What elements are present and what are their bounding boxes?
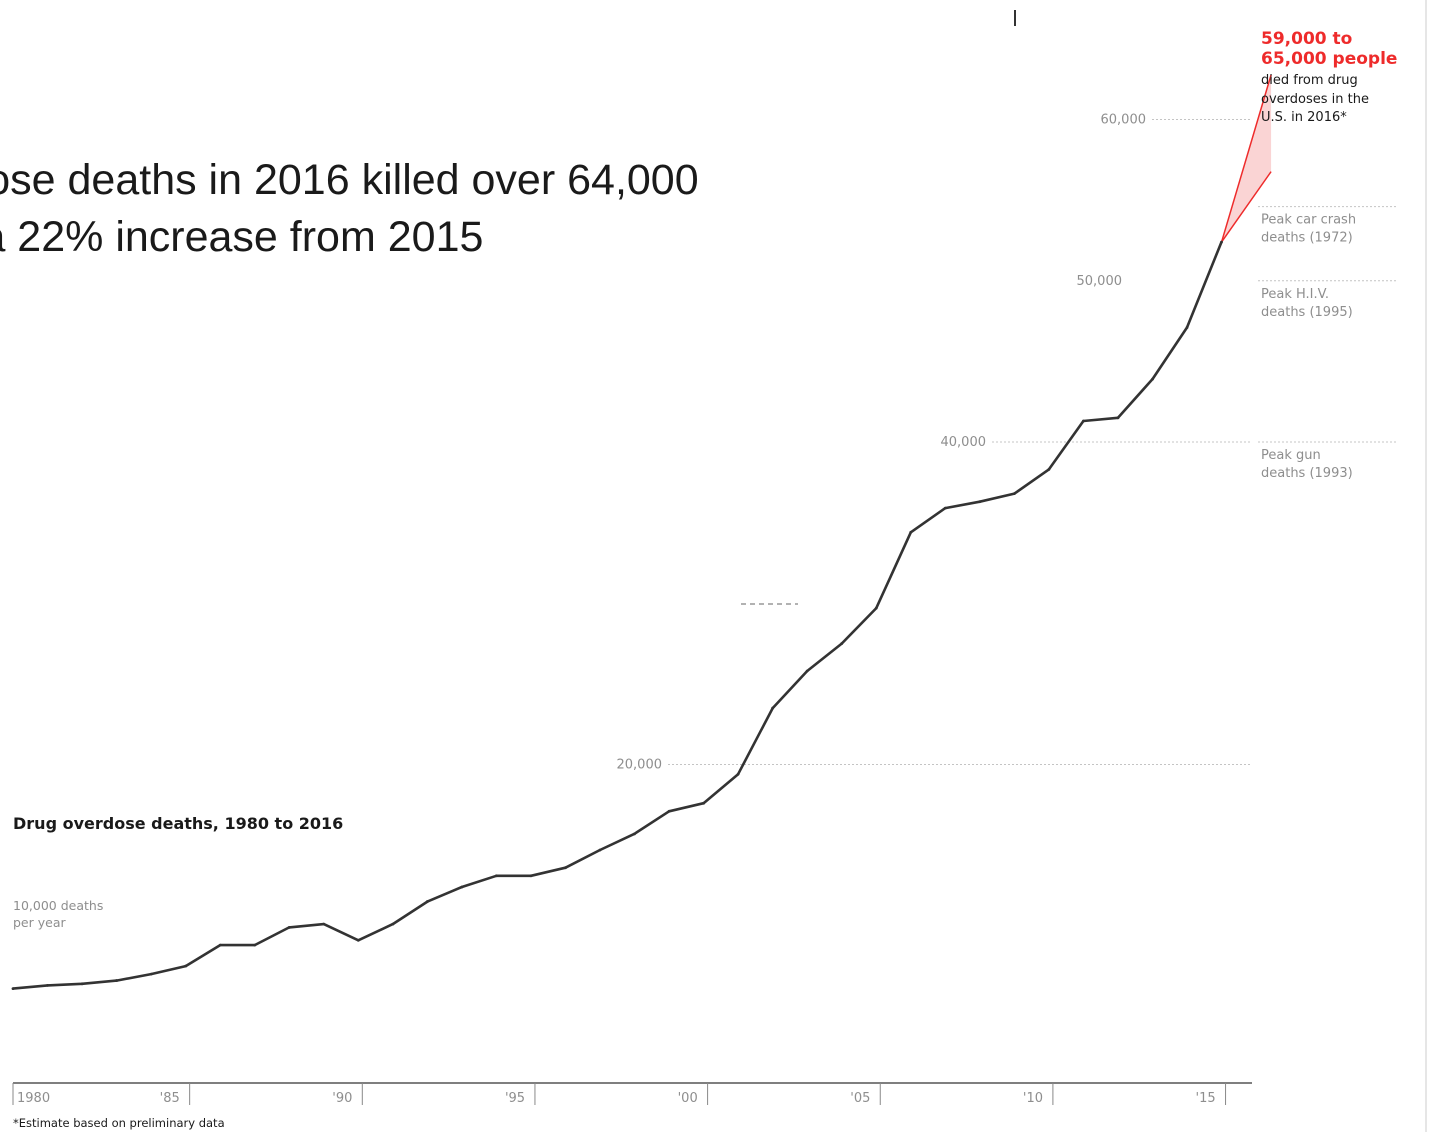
data-point-1998 bbox=[633, 832, 636, 836]
x-tick-label-2000: '00 bbox=[678, 1091, 698, 1106]
data-point-1982 bbox=[80, 982, 84, 986]
data-point-2002 bbox=[771, 706, 775, 710]
estimate-wedge-group bbox=[1220, 74, 1272, 243]
x-tick-label-1995: '95 bbox=[505, 1091, 525, 1106]
x-tick-label-2015: '15 bbox=[1196, 1091, 1216, 1106]
reference-label-0-line-2: deaths (1972) bbox=[1261, 231, 1353, 246]
annotation-text-line-3: died from drug bbox=[1261, 73, 1358, 88]
headline-line-2: s a 22% increase from 2015 bbox=[0, 213, 484, 261]
annotation-range-line-2: 65,000 people bbox=[1261, 49, 1397, 69]
estimate-lower-line bbox=[1220, 171, 1272, 243]
y-axis-label-line-2: per year bbox=[13, 915, 66, 930]
annotation-range-line-1: 59,000 to bbox=[1261, 29, 1352, 49]
reference-label-2-line-1: Peak gun bbox=[1261, 448, 1321, 463]
data-point-1991 bbox=[391, 922, 395, 926]
data-point-2013 bbox=[1151, 377, 1154, 381]
page-edge-divider bbox=[1425, 0, 1427, 1132]
data-point-2012 bbox=[1116, 416, 1120, 420]
data-point-1999 bbox=[667, 809, 671, 813]
data-point-1996 bbox=[564, 866, 567, 870]
data-point-1981 bbox=[46, 984, 49, 987]
data-point-1986 bbox=[218, 943, 222, 947]
x-axis: 1980 '85 '90 '95 '00 '05 '10 '15 bbox=[12, 1082, 1252, 1106]
grid-lines: 20,000 40,000 50,000 60,000 bbox=[617, 113, 1250, 773]
y-tick-label-50000: 50,000 bbox=[1077, 274, 1123, 289]
data-point-2004 bbox=[840, 642, 844, 645]
chart-title: Drug overdose deaths, 1980 to 2016 bbox=[13, 814, 343, 833]
reference-label-0-line-1: Peak car crash bbox=[1261, 213, 1356, 228]
data-point-1990 bbox=[356, 938, 360, 942]
data-point-1984 bbox=[149, 972, 153, 976]
annotation-text-line-5: U.S. in 2016* bbox=[1261, 110, 1347, 125]
reference-label-2-line-2: deaths (1993) bbox=[1261, 466, 1353, 481]
reference-label-1-line-2: deaths (1995) bbox=[1261, 305, 1353, 320]
data-point-1989 bbox=[322, 922, 326, 926]
footnote: *Estimate based on preliminary data bbox=[13, 1116, 225, 1130]
data-point-1985 bbox=[184, 964, 188, 968]
data-point-1983 bbox=[115, 979, 118, 982]
data-point-1980 bbox=[11, 987, 15, 991]
data-point-1987 bbox=[253, 943, 257, 947]
data-point-2014 bbox=[1185, 326, 1189, 329]
data-point-2001 bbox=[736, 772, 740, 776]
data-point-1997 bbox=[598, 848, 602, 852]
series-line bbox=[12, 241, 1223, 990]
y-axis-label-line-1: 10,000 deaths bbox=[13, 898, 103, 913]
data-point-2000 bbox=[702, 801, 705, 805]
reference-markers: Peak car crash deaths (1972) Peak H.I.V. de… bbox=[1258, 206, 1398, 481]
data-point-1988 bbox=[287, 925, 291, 929]
x-tick-label-1990: '90 bbox=[332, 1091, 352, 1106]
x-tick-label-2010: '10 bbox=[1023, 1091, 1043, 1106]
x-tick-label-1980: 1980 bbox=[17, 1091, 50, 1106]
annotation-text-line-4: overdoses in the bbox=[1261, 92, 1369, 107]
data-point-1995 bbox=[529, 874, 533, 878]
data-point-2005 bbox=[874, 606, 878, 610]
data-point-1992 bbox=[425, 900, 429, 903]
data-point-2007 bbox=[943, 506, 947, 510]
reference-label-1-line-1: Peak H.I.V. bbox=[1261, 287, 1329, 302]
data-point-1994 bbox=[495, 874, 498, 878]
x-tick-label-1985: '85 bbox=[160, 1091, 180, 1106]
estimate-upper-line bbox=[1220, 74, 1272, 243]
data-point-2008 bbox=[978, 500, 982, 504]
x-tick-label-2005: '05 bbox=[850, 1091, 870, 1106]
data-point-2003 bbox=[805, 669, 809, 673]
headline: rdose deaths in 2016 killed over 64,000 … bbox=[0, 152, 699, 266]
series-line-group bbox=[11, 240, 1223, 991]
data-point-2009 bbox=[1012, 492, 1016, 495]
headline-line-1: rdose deaths in 2016 killed over 64,000 bbox=[0, 156, 699, 204]
data-point-2006 bbox=[909, 530, 913, 534]
data-point-2010 bbox=[1047, 468, 1051, 471]
data-point-1993 bbox=[460, 885, 464, 889]
y-tick-label-20000: 20,000 bbox=[617, 758, 663, 773]
data-point-2015 bbox=[1220, 240, 1223, 244]
y-tick-label-40000: 40,000 bbox=[941, 435, 987, 450]
data-point-2011 bbox=[1082, 419, 1085, 423]
y-tick-label-60000: 60,000 bbox=[1101, 113, 1147, 128]
